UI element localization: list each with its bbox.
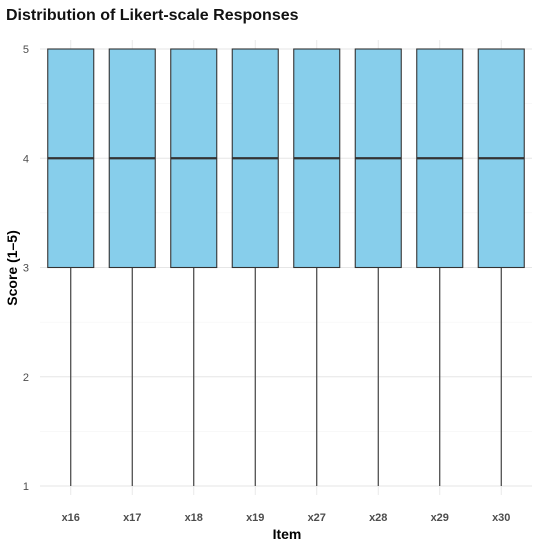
x-tick-label: x16	[62, 512, 80, 524]
chart-title: Distribution of Likert-scale Responses	[6, 7, 299, 24]
box-x16	[47, 48, 95, 486]
y-tick-label: 5	[23, 44, 29, 56]
x-tick-label: x17	[123, 512, 141, 524]
x-tick-label: x19	[246, 512, 264, 524]
x-tick-label: x30	[492, 512, 510, 524]
box-x27	[293, 48, 341, 486]
x-tick-label: x28	[369, 512, 387, 524]
box-x29	[416, 48, 464, 486]
x-tick-label: x18	[185, 512, 203, 524]
y-tick-label: 1	[23, 481, 29, 493]
y-tick-label: 2	[23, 372, 29, 384]
box-x28	[354, 48, 402, 486]
box-x18	[170, 48, 218, 486]
x-axis-ticks: x16 x17 x18 x19 x27 x28 x29 x30	[62, 512, 511, 524]
y-tick-label: 4	[23, 153, 29, 165]
x-tick-label: x29	[431, 512, 449, 524]
boxes	[47, 48, 525, 486]
x-axis-title: Item	[273, 526, 302, 542]
box-x30	[477, 48, 525, 486]
box-x19	[231, 48, 279, 486]
y-axis-title: Score (1–5)	[4, 230, 20, 305]
y-tick-label: 3	[23, 263, 29, 275]
x-tick-label: x27	[308, 512, 326, 524]
box-x17	[108, 48, 156, 486]
y-axis-ticks: 1 2 3 4 5	[23, 44, 29, 493]
